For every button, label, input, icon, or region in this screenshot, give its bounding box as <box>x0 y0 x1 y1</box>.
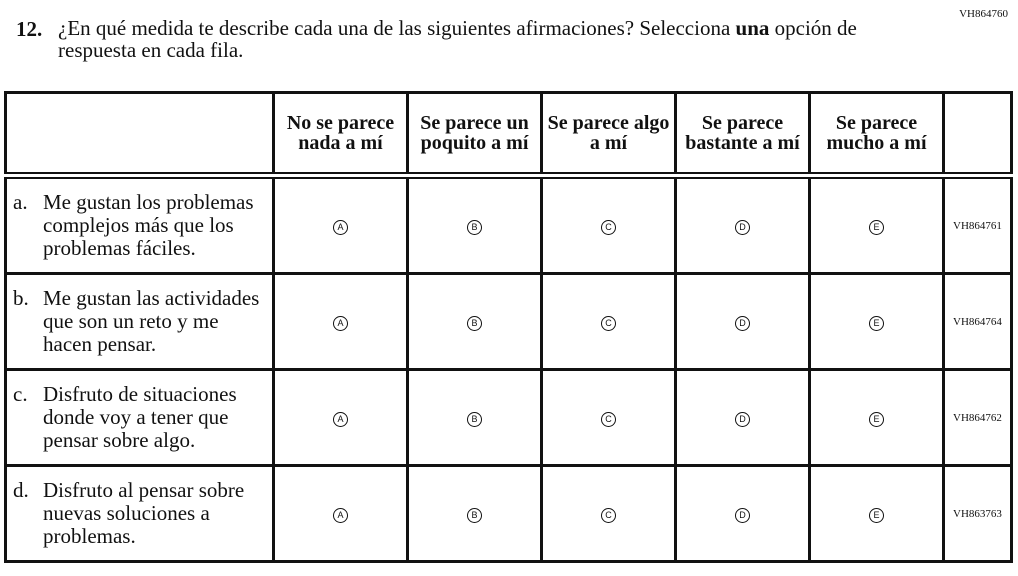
statement-cell: b. Me gustan las actividades que son un r… <box>4 272 275 371</box>
answer-bubble-b[interactable]: B <box>467 315 482 331</box>
answer-bubble-d[interactable]: D <box>735 315 750 331</box>
answer-bubble-c[interactable]: C <box>601 411 616 427</box>
column-header: Se parece algo a mí <box>540 91 677 179</box>
answer-bubble-a[interactable]: A <box>333 411 348 427</box>
table-row: c. Disfruto de situaciones donde voy a te… <box>4 368 1013 467</box>
option-cell: D <box>674 464 811 563</box>
statement-cell: c. Disfruto de situaciones donde voy a te… <box>4 368 275 467</box>
answer-bubble-b[interactable]: B <box>467 219 482 235</box>
column-header: Se parece bastante a mí <box>674 91 811 179</box>
statement-text: Disfruto de situaciones donde voy a tene… <box>43 382 237 452</box>
option-cell: C <box>540 464 677 563</box>
statement-text: Me gustan las actividades que son un ret… <box>43 286 260 356</box>
answer-bubble-a[interactable]: A <box>333 219 348 235</box>
response-grid: No se parece nada a mí Se parece un poqu… <box>4 91 1013 563</box>
statement-letter: c. <box>13 382 28 406</box>
option-cell: C <box>540 272 677 371</box>
answer-bubble-d[interactable]: D <box>735 219 750 235</box>
statement-letter: d. <box>13 478 29 502</box>
answer-bubble-e[interactable]: E <box>869 219 884 235</box>
option-cell: B <box>406 464 543 563</box>
option-cell: E <box>808 272 945 371</box>
option-cell: B <box>406 368 543 467</box>
option-cell: A <box>272 174 409 275</box>
item-code: VH864762 <box>942 368 1013 467</box>
option-cell: D <box>674 272 811 371</box>
option-cell: E <box>808 174 945 275</box>
answer-bubble-e[interactable]: E <box>869 411 884 427</box>
answer-bubble-b[interactable]: B <box>467 507 482 523</box>
question-text-start: ¿En qué medida te describe cada una de l… <box>58 16 736 40</box>
statement-letter: a. <box>13 190 28 214</box>
answer-bubble-c[interactable]: C <box>601 315 616 331</box>
option-cell: A <box>272 272 409 371</box>
answer-bubble-a[interactable]: A <box>333 507 348 523</box>
column-header: No se parece nada a mí <box>272 91 409 179</box>
table-row: b. Me gustan las actividades que son un r… <box>4 272 1013 371</box>
header-blank <box>942 91 1013 179</box>
answer-bubble-b[interactable]: B <box>467 411 482 427</box>
option-cell: A <box>272 368 409 467</box>
answer-bubble-d[interactable]: D <box>735 507 750 523</box>
question-emphasis: una <box>735 16 770 40</box>
statement-cell: d. Disfruto al pensar sobre nuevas soluci… <box>4 464 275 563</box>
answer-bubble-e[interactable]: E <box>869 507 884 523</box>
option-cell: D <box>674 368 811 467</box>
column-header: Se parece un poquito a mí <box>406 91 543 179</box>
form-code: VH864760 <box>959 8 1008 20</box>
header-blank <box>4 91 275 179</box>
item-code: VH863763 <box>942 464 1013 563</box>
question-text: ¿En qué medida te describe cada una de l… <box>58 17 938 61</box>
table-row: a. Me gustan los problemas complejos más … <box>4 174 1013 275</box>
option-cell: E <box>808 464 945 563</box>
answer-bubble-a[interactable]: A <box>333 315 348 331</box>
option-cell: C <box>540 368 677 467</box>
option-cell: B <box>406 272 543 371</box>
question-text-end: opción de respuesta en cada fila. <box>58 16 857 62</box>
statement-text: Disfruto al pensar sobre nuevas solucion… <box>43 478 245 548</box>
option-cell: D <box>674 174 811 275</box>
answer-bubble-e[interactable]: E <box>869 315 884 331</box>
statement-text: Me gustan los problemas complejos más qu… <box>43 190 254 260</box>
question-number: 12. <box>16 17 43 41</box>
statement-cell: a. Me gustan los problemas complejos más … <box>4 174 275 275</box>
column-header: Se parece mucho a mí <box>808 91 945 179</box>
answer-bubble-d[interactable]: D <box>735 411 750 427</box>
option-cell: E <box>808 368 945 467</box>
option-cell: C <box>540 174 677 275</box>
option-cell: B <box>406 174 543 275</box>
option-cell: A <box>272 464 409 563</box>
header-row: No se parece nada a mí Se parece un poqu… <box>4 91 1013 179</box>
item-code: VH864761 <box>942 174 1013 275</box>
table-row: d. Disfruto al pensar sobre nuevas soluci… <box>4 464 1013 563</box>
answer-bubble-c[interactable]: C <box>601 507 616 523</box>
answer-bubble-c[interactable]: C <box>601 219 616 235</box>
item-code: VH864764 <box>942 272 1013 371</box>
statement-letter: b. <box>13 286 29 310</box>
